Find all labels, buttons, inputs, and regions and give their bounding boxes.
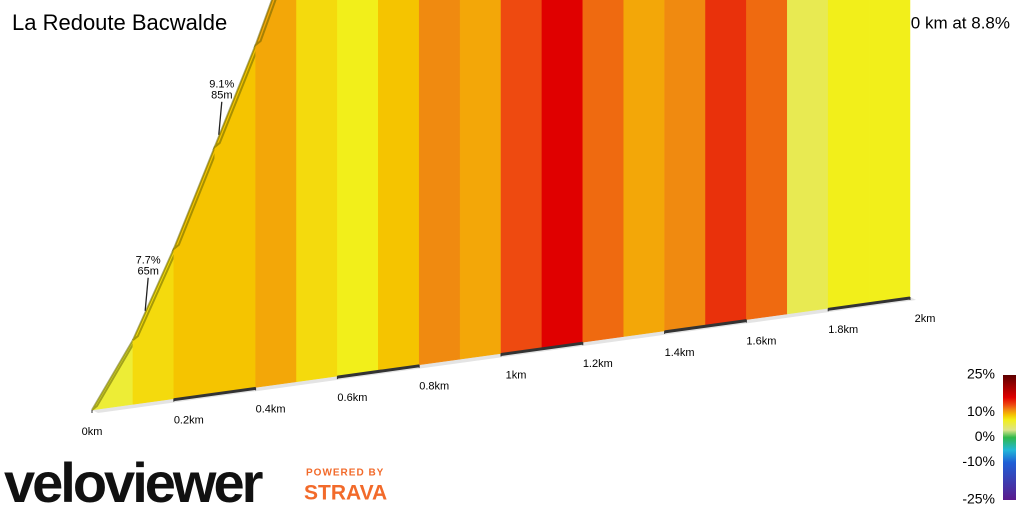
- scale-tick-label: 25%: [967, 366, 995, 382]
- x-tick-label: 1.8km: [828, 324, 858, 336]
- annotation-length: 65m: [137, 266, 158, 278]
- scale-tick-label: -10%: [962, 453, 995, 469]
- logo: veloviewer: [4, 451, 263, 512]
- profile-slice: [173, 146, 215, 399]
- x-tick-label: 0.4km: [256, 403, 286, 415]
- x-tick-label: 0km: [82, 426, 103, 438]
- scale-tick-label: -25%: [962, 491, 995, 507]
- profile-slice: [378, 0, 420, 371]
- profile-slice: [296, 0, 338, 383]
- annotation-pin: [144, 277, 149, 311]
- color-scale: [1003, 375, 1016, 500]
- axis-band: [173, 386, 256, 402]
- profile-slice: [746, 0, 788, 320]
- x-tick-label: 1.4km: [665, 347, 695, 359]
- partner-logo: STRAVA: [304, 482, 387, 505]
- annotation-gradient: 9.1%: [209, 79, 234, 91]
- profile-slice: [705, 0, 747, 326]
- axis-band: [827, 296, 911, 311]
- profile-slice: [582, 0, 624, 343]
- annotation-gradient: 7.7%: [136, 255, 161, 267]
- annotation-length: 85m: [211, 90, 232, 102]
- x-tick-label: 0.8km: [419, 381, 449, 393]
- profile-slice: [541, 0, 584, 349]
- profile-slice: [827, 0, 870, 309]
- x-tick-label: 1.2km: [583, 358, 613, 370]
- profile-slice: [623, 0, 665, 337]
- profile-slice: [664, 0, 706, 332]
- chart-title: La Redoute Bacwalde: [12, 10, 227, 35]
- profile-slice: [255, 0, 297, 388]
- axis-band: [500, 341, 584, 356]
- scale-tick-label: 0%: [975, 428, 995, 444]
- profile-slice: [500, 0, 543, 354]
- chart-subtitle: 2.0 km at 8.8%: [897, 13, 1010, 32]
- axis-band: [337, 364, 420, 379]
- x-tick-label: 1km: [506, 369, 527, 381]
- axis-band: [664, 319, 747, 334]
- x-tick-label: 2km: [915, 313, 936, 325]
- x-tick-label: 1.6km: [746, 336, 776, 348]
- powered-by: POWERED BY: [306, 468, 384, 479]
- profile-slice: [459, 0, 502, 360]
- scale-tick-label: 10%: [967, 403, 995, 419]
- annotation-pin: [218, 101, 223, 135]
- x-tick-label: 0.6km: [337, 392, 367, 404]
- profile-slice: [868, 0, 911, 303]
- profile-slice: [337, 0, 379, 377]
- profile-slice: [787, 0, 829, 315]
- x-tick-label: 0.2km: [174, 415, 204, 427]
- profile-slice: [418, 0, 461, 366]
- profile-top: [253, 0, 277, 49]
